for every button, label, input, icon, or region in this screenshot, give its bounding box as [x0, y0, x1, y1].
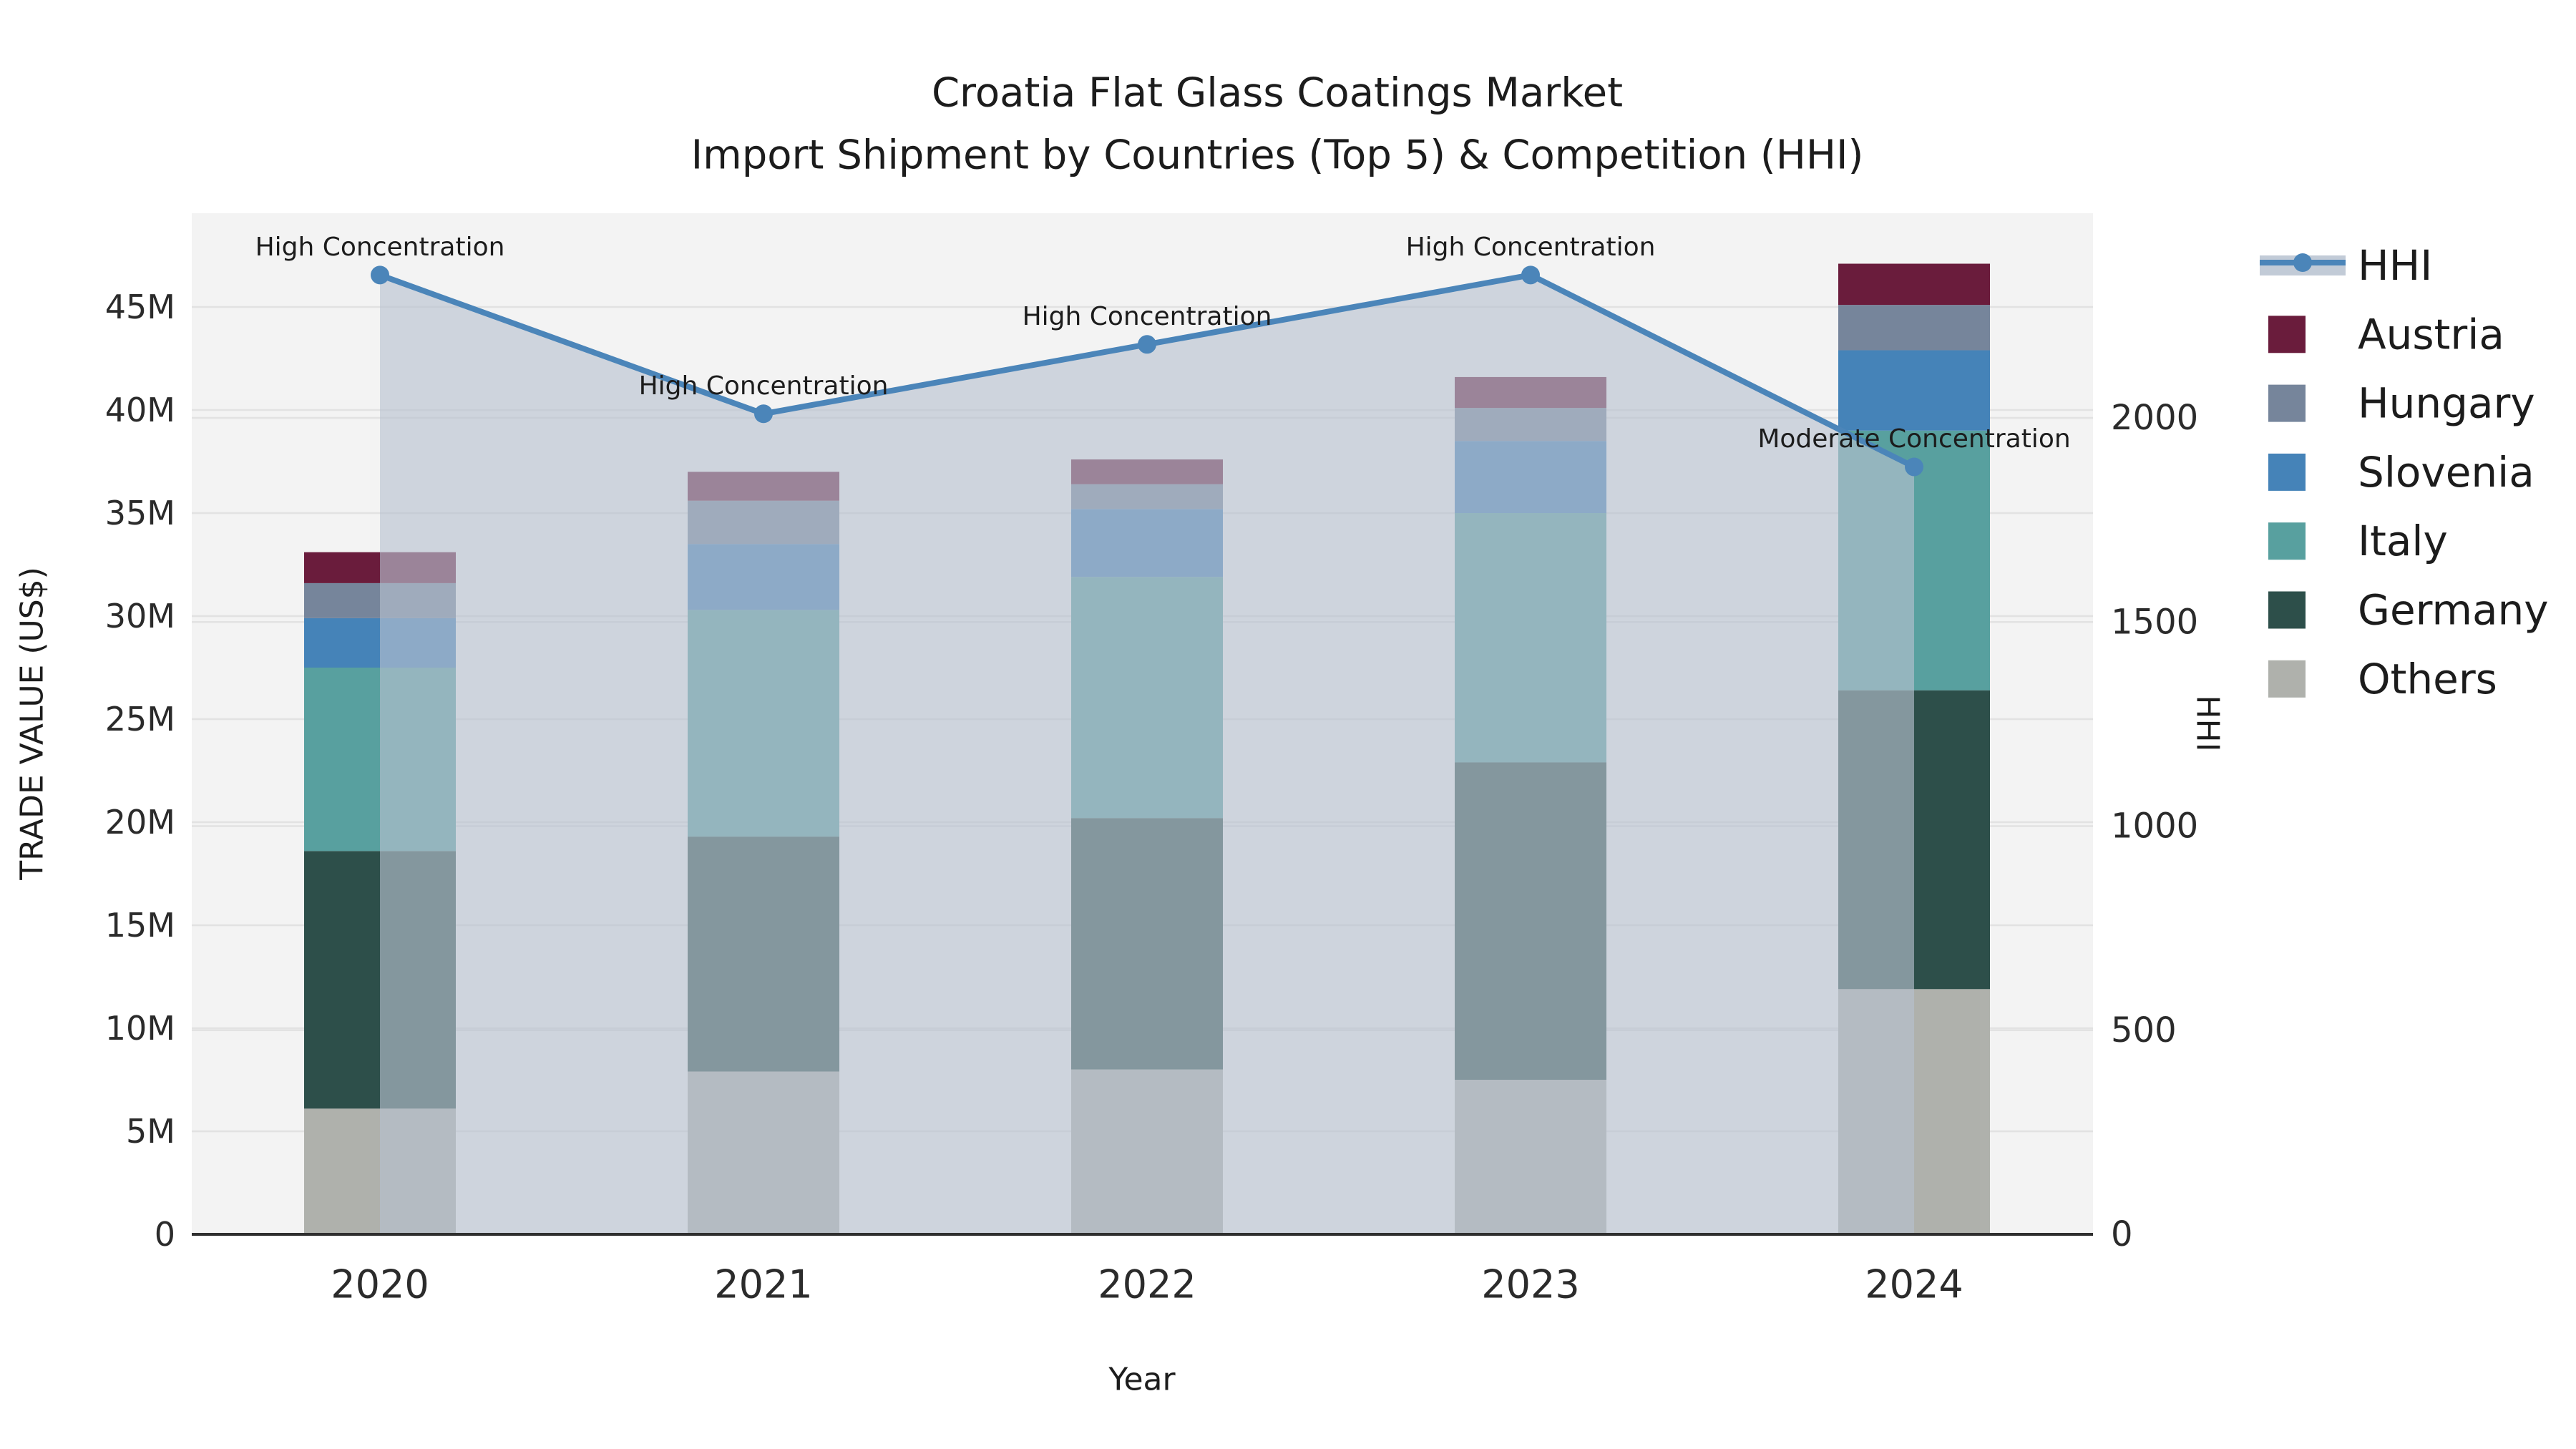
bar-segment-slovenia-2024 — [1838, 350, 1990, 431]
legend-item-germany: Germany — [2268, 586, 2549, 635]
x-tick-2023: 2023 — [1481, 1262, 1579, 1307]
legend-label-italy: Italy — [2358, 517, 2448, 565]
y-left-tick-30M: 30M — [105, 597, 175, 635]
annotation-2023: High Concentration — [1406, 233, 1656, 262]
hhi-marker-2024 — [1905, 457, 1923, 477]
hhi-markers — [371, 265, 1923, 477]
annotation-2020: High Concentration — [255, 233, 505, 262]
y-axis-title-left: TRADE VALUE (US$) — [14, 567, 51, 881]
x-axis-title: Year — [1108, 1362, 1176, 1398]
y-right-tick-1500: 1500 — [2111, 602, 2198, 642]
y-axis-right-ticks: 0 500 1000 1500 2000 — [2111, 398, 2198, 1254]
legend-label-germany: Germany — [2358, 586, 2549, 635]
legend-item-others: Others — [2268, 655, 2497, 703]
legend-swatch-germany — [2268, 591, 2306, 629]
y-left-tick-35M: 35M — [105, 494, 175, 532]
annotations: High Concentration High Concentration High… — [255, 233, 2071, 454]
legend: HHI Austria Hungary Slovenia Italy Germany Oth… — [2260, 241, 2549, 703]
y-left-tick-5M: 5M — [126, 1112, 175, 1151]
hhi-marker-2021 — [754, 404, 773, 424]
hhi-marker-2022 — [1138, 335, 1156, 354]
legend-hhi-marker-swatch — [2293, 253, 2312, 272]
legend-item-hhi: HHI — [2260, 241, 2432, 290]
legend-swatch-others — [2268, 660, 2306, 698]
annotation-2022: High Concentration — [1023, 302, 1272, 331]
y-left-tick-45M: 45M — [105, 288, 175, 326]
legend-swatch-hungary — [2268, 384, 2306, 422]
legend-item-hungary: Hungary — [2268, 379, 2535, 428]
y-right-tick-1000: 1000 — [2111, 806, 2198, 847]
y-left-tick-15M: 15M — [105, 906, 175, 945]
y-left-tick-40M: 40M — [105, 391, 175, 429]
annotation-2024: Moderate Concentration — [1757, 424, 2070, 454]
x-axis-ticks: 2020 2021 2022 2023 2024 — [331, 1262, 1963, 1307]
x-tick-2022: 2022 — [1098, 1262, 1196, 1307]
legend-item-austria: Austria — [2268, 310, 2504, 358]
legend-swatch-slovenia — [2268, 453, 2306, 491]
y-right-tick-0: 0 — [2111, 1214, 2133, 1254]
annotation-2021: High Concentration — [639, 371, 889, 401]
y-right-tick-500: 500 — [2111, 1010, 2177, 1050]
x-tick-2024: 2024 — [1865, 1262, 1963, 1307]
y-left-tick-25M: 25M — [105, 700, 175, 738]
x-tick-2020: 2020 — [331, 1262, 429, 1307]
chart-title-line1: Croatia Flat Glass Coatings Market — [932, 70, 1623, 117]
hhi-marker-2023 — [1521, 265, 1540, 285]
y-left-tick-10M: 10M — [105, 1009, 175, 1048]
bar-segment-hungary-2024 — [1838, 305, 1990, 351]
y-left-tick-0: 0 — [155, 1215, 175, 1254]
legend-swatch-austria — [2268, 316, 2306, 353]
legend-swatch-italy — [2268, 522, 2306, 560]
legend-item-italy: Italy — [2268, 517, 2448, 565]
y-axis-title-right: HHI — [2190, 695, 2226, 751]
y-axis-left-ticks: 0 5M 10M 15M 20M 25M 30M 35M 40M 45M — [105, 288, 175, 1254]
legend-label-hungary: Hungary — [2358, 379, 2535, 428]
legend-label-others: Others — [2358, 655, 2497, 703]
legend-label-austria: Austria — [2358, 310, 2504, 358]
legend-label-slovenia: Slovenia — [2358, 448, 2534, 497]
chart-title-line2: Import Shipment by Countries (Top 5) & C… — [691, 132, 1864, 179]
legend-label-hhi: HHI — [2358, 241, 2432, 290]
hhi-area-fill — [380, 275, 1914, 1235]
y-left-tick-20M: 20M — [105, 803, 175, 841]
bar-segment-austria-2024 — [1838, 263, 1990, 306]
hhi-marker-2020 — [371, 265, 389, 285]
y-right-tick-2000: 2000 — [2111, 398, 2198, 438]
x-tick-2021: 2021 — [714, 1262, 812, 1307]
legend-item-slovenia: Slovenia — [2268, 448, 2534, 497]
